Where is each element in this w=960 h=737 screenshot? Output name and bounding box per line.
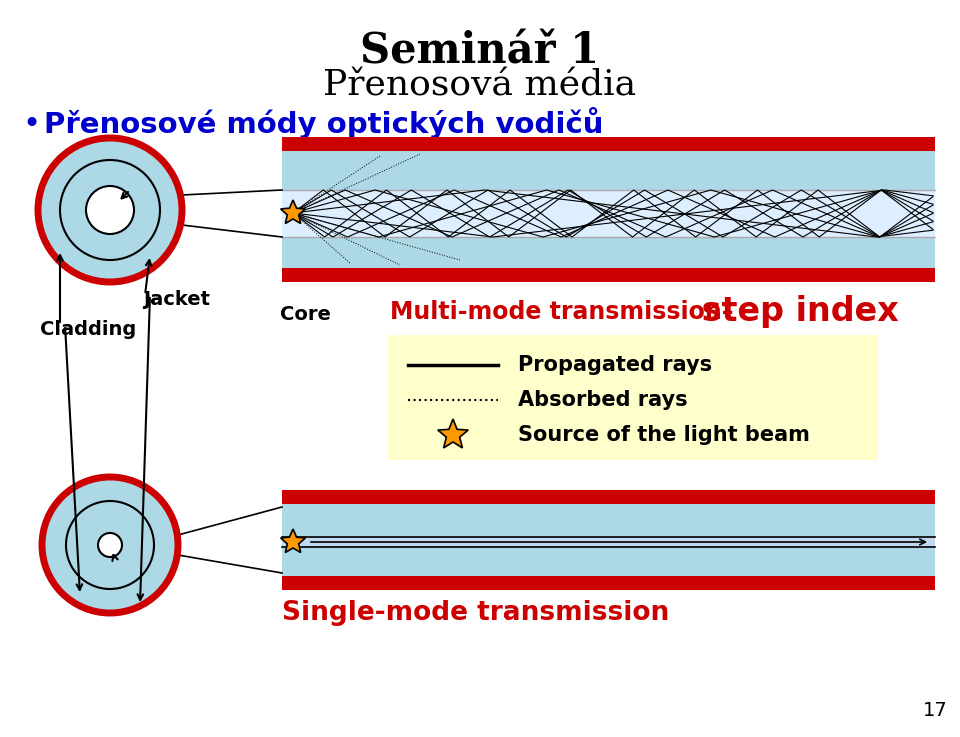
Polygon shape	[438, 419, 468, 448]
Text: 17: 17	[924, 701, 948, 720]
Circle shape	[66, 501, 154, 589]
Polygon shape	[280, 529, 305, 553]
Bar	[388, 335, 878, 460]
Circle shape	[38, 138, 182, 282]
Text: •: •	[22, 110, 40, 139]
Polygon shape	[280, 200, 305, 223]
Circle shape	[86, 186, 134, 234]
Text: Propagated rays: Propagated rays	[518, 355, 712, 375]
Text: step index: step index	[690, 295, 899, 328]
Bar	[282, 137, 935, 282]
Text: Absorbed rays: Absorbed rays	[518, 390, 687, 410]
Text: Single-mode transmission: Single-mode transmission	[282, 600, 669, 626]
Circle shape	[60, 160, 160, 260]
Bar	[282, 268, 935, 282]
Text: Multi-mode transmission–: Multi-mode transmission–	[390, 300, 733, 324]
Text: Seminář 1: Seminář 1	[360, 30, 600, 72]
Circle shape	[42, 477, 178, 613]
Bar	[282, 490, 935, 590]
Bar	[282, 137, 935, 151]
Circle shape	[98, 533, 122, 557]
Text: Jacket: Jacket	[143, 290, 210, 309]
Text: Source of the light beam: Source of the light beam	[518, 425, 810, 445]
Bar	[282, 490, 935, 504]
Text: Core: Core	[279, 305, 330, 324]
Bar	[282, 576, 935, 590]
Text: Přenosové módy optických vodičů: Přenosové módy optických vodičů	[44, 107, 604, 139]
Text: Cladding: Cladding	[40, 320, 136, 339]
Bar	[282, 537, 935, 547]
Text: Přenosová média: Přenosová média	[324, 68, 636, 102]
Bar	[282, 190, 935, 237]
